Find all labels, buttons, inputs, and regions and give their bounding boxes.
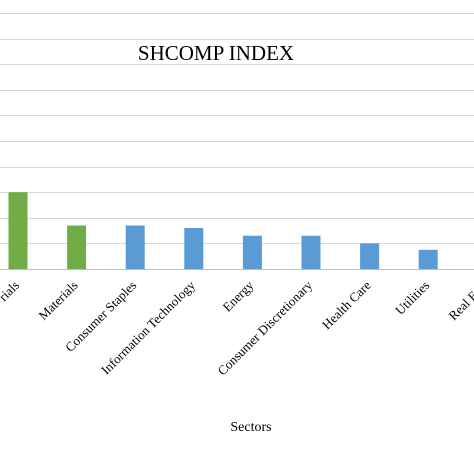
bar-information-technology — [184, 228, 204, 269]
tick-label-consumer-discretionary: Consumer Discretionary — [214, 277, 315, 378]
bar-energy — [242, 235, 262, 269]
tick-label-industrials: rials — [0, 278, 22, 304]
tick-label-utilities: Utilities — [392, 278, 432, 318]
tick-label-energy: Energy — [220, 277, 257, 314]
x-axis-label: Sectors — [230, 420, 271, 435]
chart-title: SHCOMP INDEX — [138, 41, 294, 65]
bar-health-care — [360, 243, 380, 269]
bar-utilities — [418, 249, 438, 269]
bar-consumer-discretionary — [301, 235, 321, 269]
tick-label-real-estate: Real Esta — [445, 277, 474, 323]
tick-label-health-care: Health Care — [319, 277, 374, 332]
bar-industrials — [8, 192, 28, 269]
bar-consumer-staples — [125, 225, 145, 269]
bars — [8, 192, 438, 269]
tick-label-materials: Materials — [35, 278, 80, 323]
bar-materials — [67, 225, 87, 269]
gridlines — [0, 13, 474, 244]
